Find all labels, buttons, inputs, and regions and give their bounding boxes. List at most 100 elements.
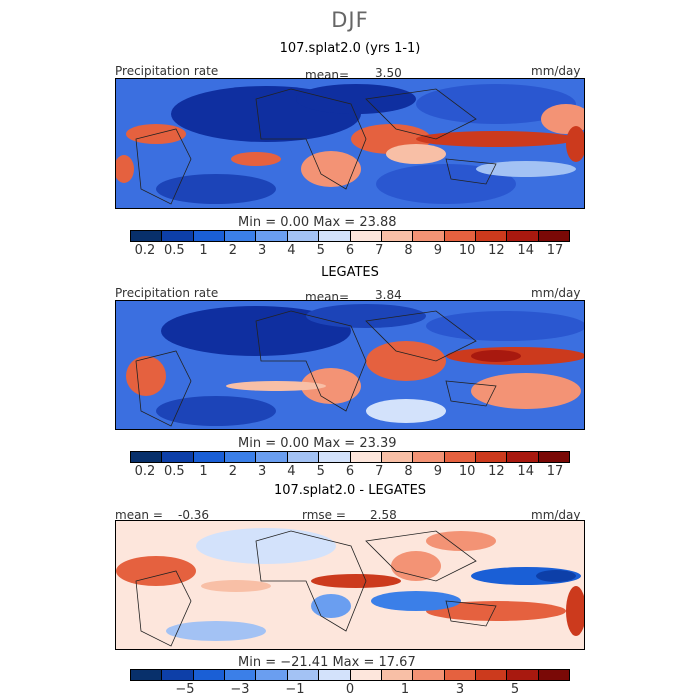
colorbar-tick-label: 17 — [546, 243, 564, 258]
colorbar-tick-label: 8 — [404, 464, 413, 479]
colorbar-tick-label: 14 — [517, 464, 534, 479]
colorbar-segment — [381, 670, 414, 680]
colorbar-segment — [444, 670, 476, 680]
colorbar-tick-label: 6 — [345, 464, 355, 479]
colorbar-segment — [507, 670, 539, 680]
colorbar-tick-label: 3 — [455, 682, 465, 697]
colorbar-tick-label: 0.5 — [163, 464, 185, 479]
panel2-map — [115, 300, 585, 430]
colorbar-segment — [381, 231, 414, 241]
colorbar-segment — [256, 452, 288, 462]
colorbar-tick-label: 0.5 — [163, 243, 185, 258]
colorbar-tick-label: 1 — [199, 243, 208, 258]
panel3-colorbar — [130, 669, 570, 681]
colorbar-segment — [225, 670, 257, 680]
colorbar-segment — [444, 231, 476, 241]
colorbar-segment — [287, 452, 320, 462]
panel2-minmax: Min = 0.00 Max = 23.39 — [238, 436, 397, 451]
colorbar-segment — [162, 670, 194, 680]
panel3-units: mm/day — [531, 508, 581, 522]
colorbar-segment — [256, 670, 288, 680]
panel2-mean-value: 3.84 — [375, 288, 402, 302]
colorbar-segment — [193, 452, 226, 462]
colorbar-tick-label: 4 — [287, 464, 296, 479]
panel1-minmax: Min = 0.00 Max = 23.88 — [238, 215, 397, 230]
colorbar-tick-label: 8 — [404, 243, 413, 258]
colorbar-segment — [350, 670, 382, 680]
colorbar-tick-label: 5 — [316, 243, 325, 258]
panel3-rmse-value: 2.58 — [370, 508, 397, 522]
colorbar-tick-label: 5 — [316, 464, 325, 479]
colorbar-tick-label: 5 — [510, 682, 520, 697]
colorbar-tick-label: 17 — [546, 464, 564, 479]
colorbar-segment — [319, 231, 351, 241]
colorbar-tick-label: 7 — [375, 243, 384, 258]
colorbar-segment — [413, 670, 445, 680]
panel2-colorbar — [130, 451, 570, 463]
colorbar-tick-label: 14 — [517, 243, 534, 258]
panel3-rmse-label: rmse = — [302, 508, 346, 522]
colorbar-segment — [225, 452, 257, 462]
colorbar-segment — [256, 231, 288, 241]
colorbar-tick-label: −1 — [285, 682, 305, 697]
panel1-map — [115, 78, 585, 209]
colorbar-segment — [162, 231, 194, 241]
colorbar-segment — [413, 231, 445, 241]
panel3-mean-value: -0.36 — [178, 508, 210, 522]
colorbar-tick-label: 10 — [458, 464, 476, 479]
colorbar-tick-label: 0.2 — [134, 464, 156, 479]
colorbar-tick-label: 12 — [488, 464, 505, 479]
colorbar-segment — [444, 452, 476, 462]
colorbar-tick-label: −5 — [175, 682, 195, 697]
colorbar-tick-label: 6 — [345, 243, 355, 258]
colorbar-segment — [507, 452, 539, 462]
colorbar-segment — [287, 670, 320, 680]
colorbar-tick-label: 12 — [488, 243, 505, 258]
panel1-colorbar — [130, 230, 570, 242]
panel2-colorbar-ticks: 0.2 0.5 1 2 3 4 5 6 7 8 9 10 12 14 17 — [130, 464, 570, 480]
panel2-units: mm/day — [531, 286, 581, 300]
colorbar-segment — [350, 231, 382, 241]
colorbar-segment — [475, 670, 508, 680]
panel2-title: LEGATES — [321, 265, 379, 280]
panel1-quantity-label: Precipitation rate — [115, 64, 219, 78]
colorbar-tick-label: 7 — [375, 464, 384, 479]
colorbar-tick-label: 9 — [433, 464, 442, 479]
colorbar-segment — [193, 231, 226, 241]
colorbar-tick-label: 9 — [433, 243, 442, 258]
colorbar-segment — [413, 452, 445, 462]
figure-title: DJF — [331, 8, 369, 32]
panel2-map-field — [116, 301, 584, 429]
colorbar-segment — [319, 452, 351, 462]
panel3-map-field — [116, 521, 584, 649]
panel3-colorbar-ticks: −5 −3 −1 0 1 3 5 — [130, 682, 570, 698]
panel3-minmax: Min = −21.41 Max = 17.67 — [238, 655, 416, 670]
colorbar-segment — [381, 452, 414, 462]
panel3-title: 107.splat2.0 - LEGATES — [273, 483, 427, 498]
panel2-quantity-label: Precipitation rate — [115, 286, 219, 300]
colorbar-segment — [162, 452, 194, 462]
panel1-colorbar-ticks: 0.2 0.5 1 2 3 4 5 6 7 8 9 10 12 14 17 — [130, 243, 570, 259]
colorbar-tick-label: 10 — [458, 243, 476, 258]
colorbar-segment — [193, 670, 226, 680]
colorbar-segment — [475, 231, 508, 241]
colorbar-tick-label: 3 — [258, 243, 267, 258]
colorbar-segment — [507, 231, 539, 241]
colorbar-tick-label: 3 — [258, 464, 267, 479]
colorbar-segment — [475, 452, 508, 462]
colorbar-segment — [538, 231, 570, 241]
colorbar-segment — [131, 452, 163, 462]
colorbar-tick-label: 0 — [345, 682, 355, 697]
panel1-mean-value: 3.50 — [375, 66, 402, 80]
colorbar-tick-label: 4 — [287, 243, 296, 258]
colorbar-tick-label: 2 — [228, 464, 237, 479]
panel3-mean-label: mean = — [115, 508, 163, 522]
colorbar-segment — [319, 670, 351, 680]
colorbar-segment — [538, 452, 570, 462]
colorbar-tick-label: 1 — [400, 682, 410, 697]
colorbar-segment — [538, 670, 570, 680]
panel1-map-field — [116, 79, 584, 208]
colorbar-segment — [131, 231, 163, 241]
panel1-units: mm/day — [531, 64, 581, 78]
panel3-map — [115, 520, 585, 650]
